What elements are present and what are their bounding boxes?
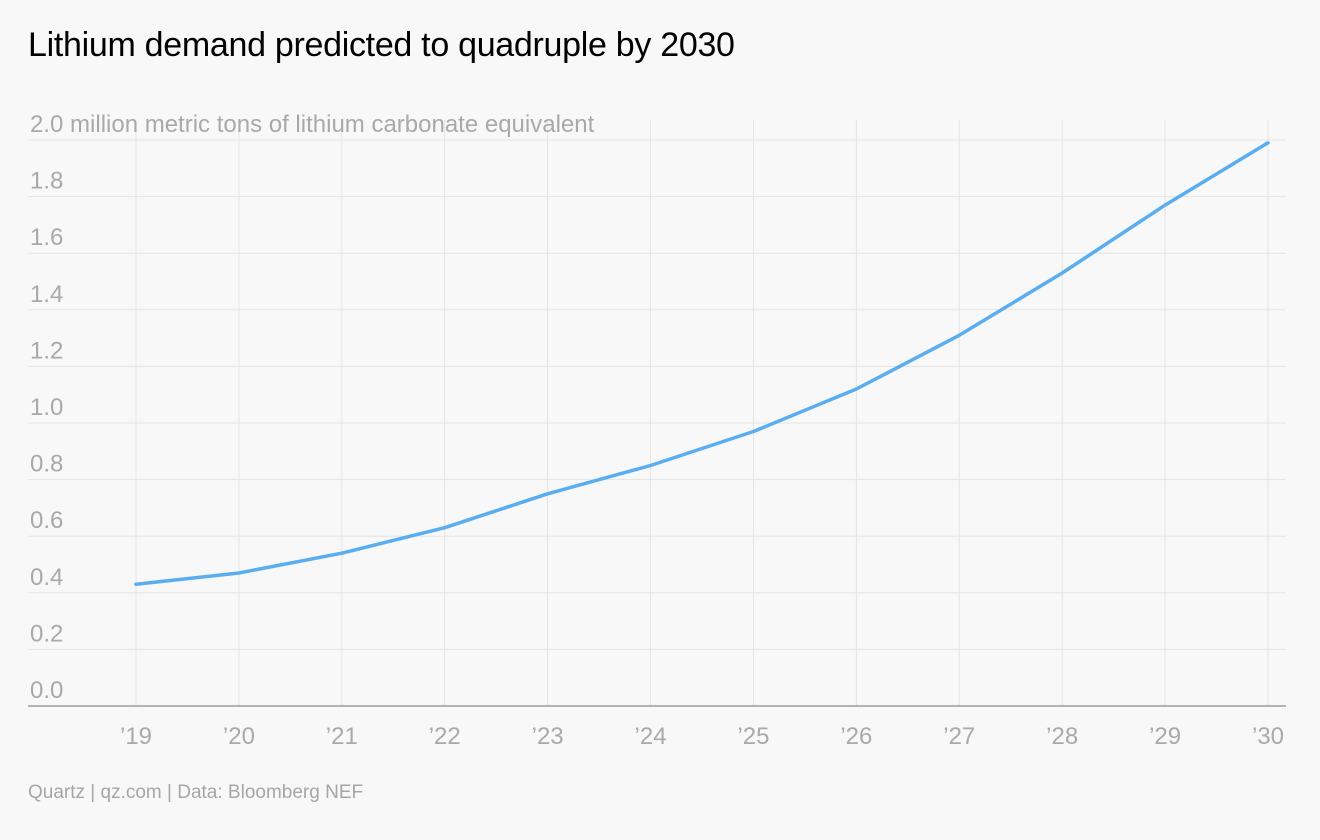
x-tick-label: ’21 — [326, 723, 358, 750]
x-tick-label: ’25 — [737, 723, 769, 750]
y-tick-label: 0.6 — [30, 507, 63, 534]
y-axis-top-label: 2.0 million metric tons of lithium carbo… — [30, 111, 595, 138]
y-tick-label: 1.6 — [30, 224, 63, 251]
y-tick-label: 1.4 — [30, 281, 63, 308]
x-tick-label: ’30 — [1252, 723, 1284, 750]
x-tick-label: ’20 — [223, 723, 255, 750]
x-tick-label: ’22 — [429, 723, 461, 750]
x-tick-label: ’28 — [1046, 723, 1078, 750]
x-tick-label: ’27 — [943, 723, 975, 750]
y-tick-label: 0.8 — [30, 451, 63, 478]
x-tick-label: ’23 — [532, 723, 564, 750]
source-footer: Quartz | qz.com | Data: Bloomberg NEF — [28, 782, 364, 803]
x-tick-label: ’19 — [120, 723, 152, 750]
y-tick-label: 0.0 — [30, 677, 63, 704]
x-tick-label: ’29 — [1149, 723, 1181, 750]
chart-title: Lithium demand predicted to quadruple by… — [28, 26, 735, 64]
y-tick-label: 1.8 — [30, 168, 63, 195]
series-line — [134, 141, 1270, 587]
y-tick-label: 0.2 — [30, 620, 63, 647]
y-tick-label: 1.0 — [30, 394, 63, 421]
x-tick-label: ’24 — [635, 723, 667, 750]
y-tick-label: 0.4 — [30, 564, 63, 591]
y-tick-label: 1.2 — [30, 337, 63, 364]
x-tick-label: ’26 — [840, 723, 872, 750]
